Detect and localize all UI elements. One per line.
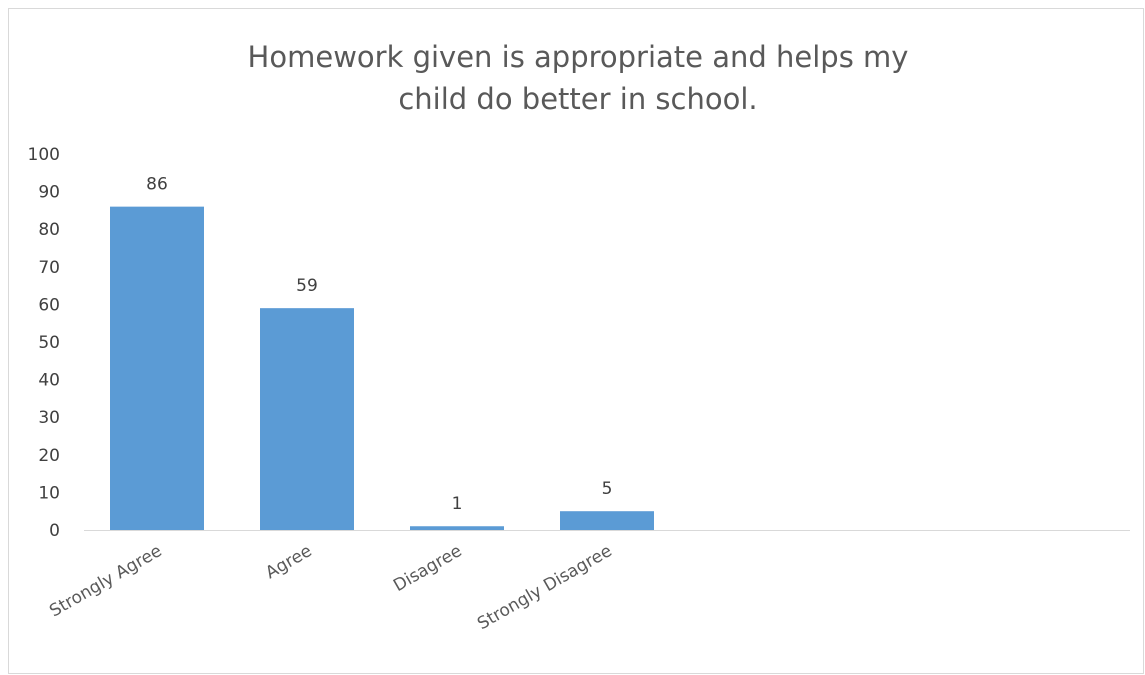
- bars: [110, 206, 654, 530]
- data-labels: 86 59 1 5: [146, 175, 612, 515]
- y-tick-label: 10: [38, 483, 60, 503]
- chart-title: Homework given is appropriate and helps …: [247, 40, 909, 116]
- bar: [260, 308, 354, 530]
- bar: [410, 526, 504, 530]
- y-tick-label: 40: [38, 371, 60, 391]
- y-axis: 0 10 20 30 40 50 60 70 80 90 100: [28, 145, 60, 541]
- y-tick-label: 60: [38, 295, 60, 315]
- category-label: Strongly Agree: [46, 541, 165, 621]
- category-label: Strongly Disagree: [474, 541, 615, 634]
- y-tick-label: 20: [38, 446, 60, 466]
- data-label: 1: [452, 494, 463, 514]
- y-tick-label: 100: [28, 145, 60, 165]
- bar: [110, 206, 204, 530]
- x-axis: Strongly Agree Agree Disagree Strongly Disa…: [46, 530, 1130, 634]
- data-label: 59: [296, 276, 318, 296]
- y-tick-label: 50: [38, 333, 60, 353]
- data-label: 5: [602, 479, 613, 499]
- bar: [560, 511, 654, 530]
- y-tick-label: 30: [38, 408, 60, 428]
- category-label: Agree: [262, 541, 315, 583]
- y-tick-label: 80: [38, 220, 60, 240]
- y-tick-label: 90: [38, 183, 60, 203]
- data-label: 86: [146, 175, 168, 195]
- y-tick-label: 0: [49, 521, 60, 541]
- y-tick-label: 70: [38, 258, 60, 278]
- category-label: Disagree: [390, 541, 465, 596]
